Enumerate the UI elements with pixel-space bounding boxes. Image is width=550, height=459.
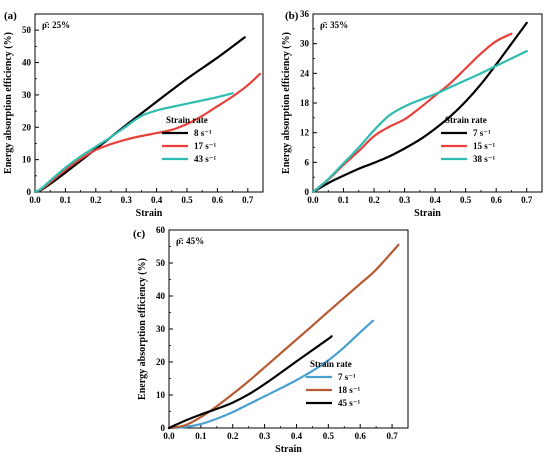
x-tick-label: 0.4 <box>430 195 442 205</box>
x-tick-label: 0.5 <box>460 195 472 205</box>
y-tick-label: 40 <box>22 58 32 68</box>
y-tick-label: 0 <box>161 423 166 433</box>
y-tick-label: 0 <box>27 187 32 197</box>
plot-frame <box>34 13 264 193</box>
x-tick-label: 0.1 <box>195 431 207 441</box>
x-tick-label: 0.4 <box>151 195 163 205</box>
x-tick-label: 0.2 <box>368 195 380 205</box>
series-line-0 <box>311 21 528 194</box>
relative-density-annotation: ρ̄: 45% <box>176 236 204 246</box>
x-tick-label: 0.6 <box>355 431 367 441</box>
y-tick-label: 50 <box>156 258 166 268</box>
y-tick-label: 60 <box>156 225 166 235</box>
series-line-2 <box>311 49 528 194</box>
series-line-0 <box>167 319 375 430</box>
x-tick-label: 0.4 <box>291 431 303 441</box>
x-tick-label: 0.2 <box>227 431 239 441</box>
legend-item: 43 s⁻¹ <box>194 154 217 164</box>
y-tick-label: 20 <box>22 122 32 132</box>
x-axis-label: Strain <box>136 208 163 219</box>
legend: Strain rate 7 s⁻¹ 15 s⁻¹ 38 s⁻¹ <box>441 115 496 164</box>
y-axis-label: Energy absorption efficiency (%) <box>3 32 14 174</box>
x-axis-label: Strain <box>414 208 441 219</box>
panel-1: 0.0 0.1 0.2 0.3 0.4 0.5 0.6 0.7 0 6 12 18 24 30 36 Stra… <box>281 9 543 219</box>
x-tick-label: 0.0 <box>29 195 41 205</box>
series-line-2 <box>33 92 234 194</box>
y-tick-label: 30 <box>22 90 32 100</box>
x-axis-label: Strain <box>275 444 302 455</box>
x-tick-label: 0.0 <box>307 195 319 205</box>
legend-item: 38 s⁻¹ <box>473 154 496 164</box>
x-tick-label: 0.6 <box>212 195 224 205</box>
legend-item: 15 s⁻¹ <box>473 141 496 151</box>
y-tick-label: 30 <box>156 324 166 334</box>
x-tick-label: 0.7 <box>242 195 254 205</box>
y-tick-label: 18 <box>300 98 310 108</box>
legend-item: 7 s⁻¹ <box>338 372 356 382</box>
y-tick-label: 50 <box>22 25 32 35</box>
y-tick-label: 6 <box>305 157 310 167</box>
y-tick-label: 10 <box>156 390 166 400</box>
x-tick-label: 0.5 <box>323 431 335 441</box>
relative-density-annotation: ρ̄: 35% <box>320 20 348 30</box>
legend-title: Strain rate <box>310 359 352 369</box>
legend-item: 8 s⁻¹ <box>194 128 212 138</box>
legend-item: 17 s⁻¹ <box>194 141 217 151</box>
y-tick-label: 24 <box>300 68 310 78</box>
x-tick-label: 0.5 <box>181 195 193 205</box>
series-line-2 <box>167 335 333 430</box>
panel-label: (c) <box>133 228 146 240</box>
plot-frame <box>168 229 409 429</box>
x-tick-label: 0.7 <box>386 431 398 441</box>
y-axis-label: Energy absorption efficiency (%) <box>281 32 292 174</box>
legend-item: 7 s⁻¹ <box>473 128 491 138</box>
x-tick-label: 0.0 <box>163 431 175 441</box>
series-line-1 <box>33 72 262 194</box>
y-axis-label: Energy absorption efficiency (%) <box>137 258 148 400</box>
legend-title: Strain rate <box>445 115 487 125</box>
x-tick-label: 0.3 <box>399 195 411 205</box>
x-tick-label: 0.3 <box>259 431 271 441</box>
x-tick-label: 0.3 <box>121 195 133 205</box>
legend: Strain rate 7 s⁻¹ 18 s⁻¹ 45 s⁻¹ <box>306 359 361 408</box>
legend-item: 45 s⁻¹ <box>338 398 361 408</box>
y-tick-label: 12 <box>300 128 310 138</box>
panel-label: (b) <box>285 10 299 22</box>
panel-0: 0.0 0.1 0.2 0.3 0.4 0.5 0.6 0.7 0 10 20 30 40 50 Strai… <box>3 10 264 219</box>
x-tick-label: 0.1 <box>60 195 72 205</box>
relative-density-annotation: ρ̄: 25% <box>42 20 70 30</box>
x-tick-label: 0.1 <box>338 195 350 205</box>
series-line-1 <box>167 243 400 430</box>
y-tick-label: 40 <box>156 291 166 301</box>
y-tick-label: 20 <box>156 357 166 367</box>
panel-label: (a) <box>4 10 17 22</box>
y-tick-label: 10 <box>22 155 32 165</box>
y-tick-label: 0 <box>305 187 310 197</box>
y-tick-label: 36 <box>300 9 310 19</box>
y-tick-label: 30 <box>300 39 310 49</box>
legend-title: Strain rate <box>166 115 208 125</box>
series-line-1 <box>311 32 513 194</box>
panel-2: 0.0 0.1 0.2 0.3 0.4 0.5 0.6 0.7 0 10 20 30 40 50 60 Str… <box>133 225 409 455</box>
legend-item: 18 s⁻¹ <box>338 385 361 395</box>
x-tick-label: 0.6 <box>491 195 503 205</box>
x-tick-label: 0.7 <box>521 195 533 205</box>
x-tick-label: 0.2 <box>90 195 102 205</box>
legend: Strain rate 8 s⁻¹ 17 s⁻¹ 43 s⁻¹ <box>162 115 217 164</box>
